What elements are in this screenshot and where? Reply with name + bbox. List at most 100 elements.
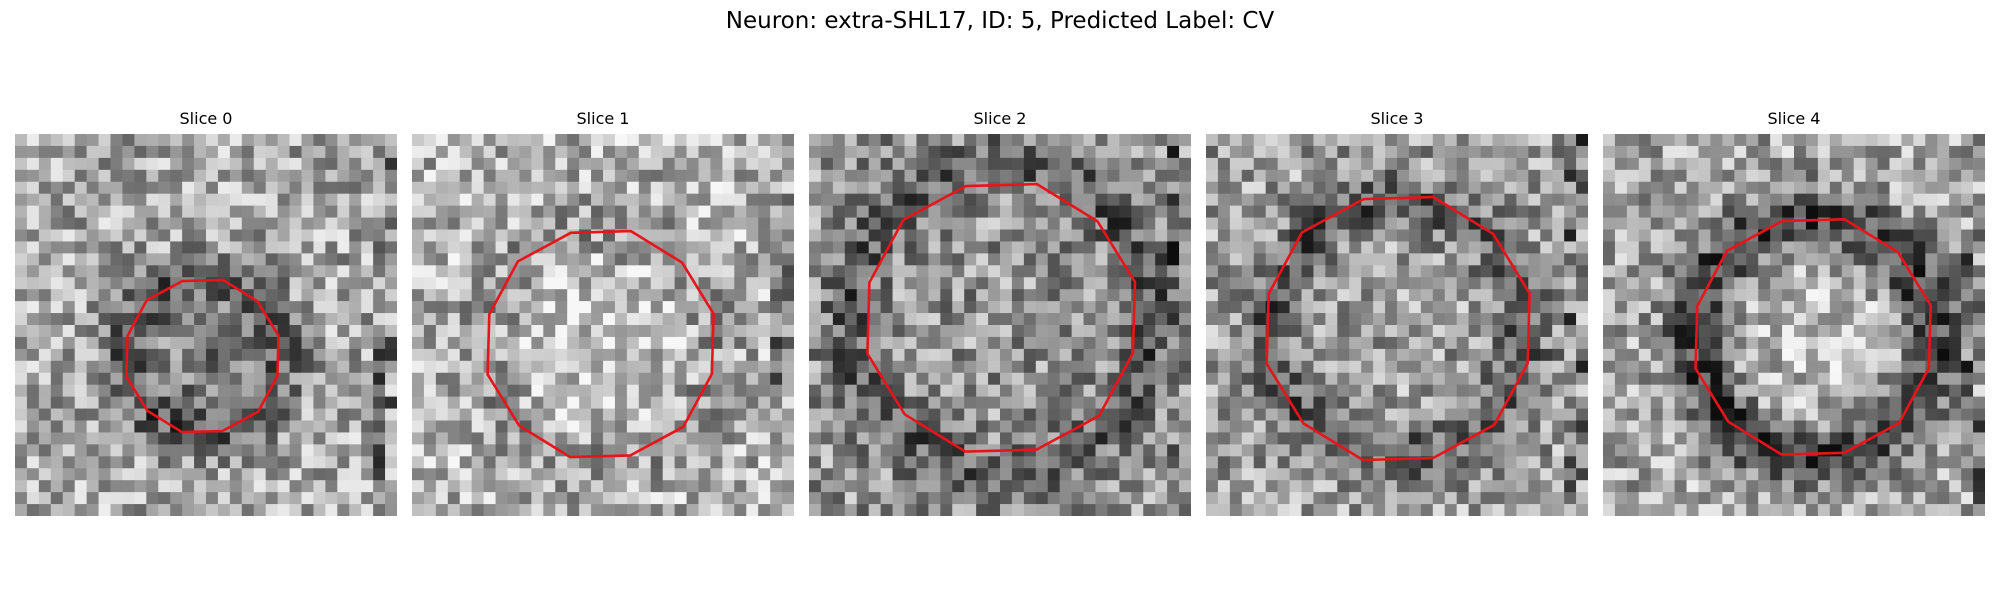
image-pixel [1420,432,1434,445]
image-pixel [229,468,243,481]
image-pixel [1349,384,1362,397]
image-pixel [1179,504,1191,516]
image-pixel [1817,301,1831,314]
image-pixel [1722,265,1735,278]
image-pixel [1734,229,1747,242]
image-pixel [1277,432,1290,445]
image-pixel [928,348,941,362]
image-pixel [507,372,520,386]
image-pixel [1011,336,1025,350]
image-pixel [1277,134,1290,147]
image-pixel [277,193,290,206]
image-pixel [1337,193,1350,206]
image-pixel [182,504,195,516]
image-pixel [1107,408,1120,421]
image-pixel [543,277,556,290]
image-pixel [423,181,437,195]
image-pixel [1289,492,1302,505]
image-pixel [1035,492,1049,505]
image-pixel [770,408,783,421]
image-pixel [1408,181,1422,195]
image-pixel [1035,289,1049,302]
image-pixel [904,408,917,421]
image-pixel [289,193,302,206]
image-pixel [229,241,243,254]
image-pixel [674,480,687,493]
image-pixel [1277,313,1290,326]
image-pixel [1337,504,1350,516]
image-pixel [194,360,207,374]
image-pixel [1420,420,1434,433]
image-pixel [856,277,870,290]
image-pixel [253,480,267,493]
image-pixel [1734,325,1747,338]
image-pixel [698,480,711,493]
image-pixel [1397,169,1410,183]
image-pixel [1794,360,1807,374]
image-pixel [447,348,461,362]
image-pixel [447,480,461,493]
image-pixel [337,384,350,397]
image-pixel [122,480,135,493]
image-pixel [1937,360,1950,374]
image-pixel [110,157,123,171]
image-pixel [483,193,496,206]
image-pixel [1829,408,1843,421]
image-pixel [591,492,604,505]
image-pixel [1408,348,1422,362]
image-pixel [1841,193,1855,206]
image-pixel [1229,217,1243,230]
image-pixel [1492,205,1505,218]
image-pixel [1325,145,1338,159]
image-pixel [1253,229,1267,242]
image-pixel [1000,408,1013,421]
image-pixel [301,372,314,386]
image-pixel [1011,205,1025,218]
image-pixel [904,134,917,147]
image-pixel [988,360,1001,374]
image-pixel [952,157,965,171]
image-pixel [373,193,386,206]
image-pixel [1504,348,1517,362]
image-pixel [423,325,437,338]
image-pixel [626,456,640,469]
image-pixel [1540,205,1553,218]
image-pixel [1420,169,1434,183]
image-pixel [495,301,508,314]
image-pixel [62,229,76,242]
image-pixel [674,145,687,159]
image-pixel [253,348,267,362]
image-pixel [241,157,255,171]
image-pixel [134,325,147,338]
image-pixel [412,229,425,242]
image-pixel [241,217,255,230]
image-pixel [1626,384,1640,397]
image-pixel [1540,157,1553,171]
image-pixel [952,492,965,505]
image-pixel [1229,396,1243,409]
image-pixel [1937,372,1950,386]
image-pixel [313,372,326,386]
image-pixel [1083,396,1096,409]
image-pixel [1603,384,1616,397]
image-pixel [1444,336,1458,350]
image-pixel [1614,181,1628,195]
image-pixel [1143,336,1156,350]
image-pixel [74,229,87,242]
image-pixel [519,145,532,159]
image-pixel [1301,313,1314,326]
image-pixel [1913,229,1926,242]
image-pixel [325,432,338,445]
image-pixel [229,420,243,433]
image-pixel [555,193,568,206]
image-pixel [182,217,195,230]
image-pixel [1468,336,1481,350]
image-pixel [1961,384,1974,397]
image-pixel [1937,253,1950,266]
image-pixel [734,432,747,445]
image-pixel [38,253,52,266]
image-pixel [1674,181,1687,195]
image-pixel [1325,348,1338,362]
image-pixel [122,420,135,433]
image-pixel [1000,253,1013,266]
